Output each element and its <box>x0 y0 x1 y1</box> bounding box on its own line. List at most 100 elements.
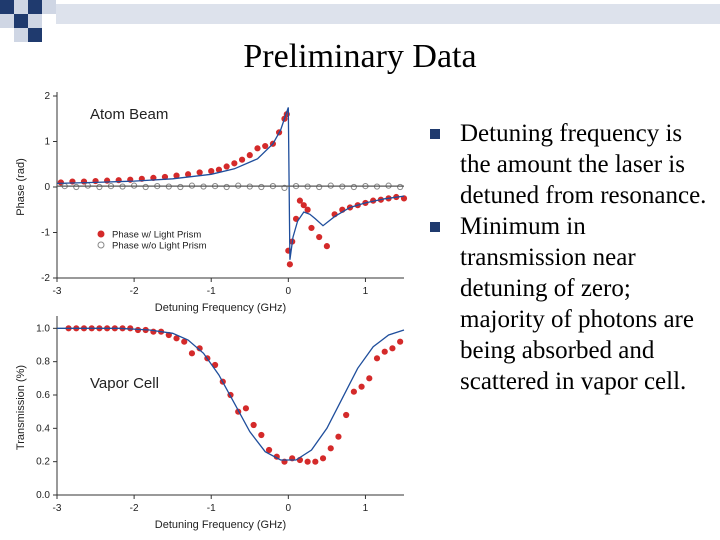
y-tick-label: 0.0 <box>36 490 50 501</box>
deco-bar <box>56 4 720 24</box>
x-tick-label: 0 <box>286 286 292 297</box>
data-point <box>181 338 188 345</box>
data-point <box>242 405 250 412</box>
deco-square <box>42 0 56 14</box>
data-point <box>231 160 238 167</box>
data-point <box>258 431 265 439</box>
legend-label: Phase w/o Light Prism <box>112 241 207 252</box>
data-point <box>254 145 261 152</box>
deco-square <box>28 0 42 14</box>
y-tick-label: 2 <box>44 91 50 102</box>
data-point <box>173 172 180 179</box>
data-point-open <box>177 183 184 191</box>
legend-label: Phase w/ Light Prism <box>112 230 201 241</box>
data-point <box>400 195 408 202</box>
data-point <box>286 261 293 268</box>
y-tick-label: 1.0 <box>36 323 50 334</box>
square-bullet-icon <box>430 222 440 232</box>
bullet-item: Minimum in transmission near detuning of… <box>426 211 716 397</box>
data-point-open <box>258 183 265 191</box>
data-point <box>397 338 404 345</box>
data-point <box>246 152 253 159</box>
bullet-text: Minimum in transmission near detuning of… <box>460 213 694 395</box>
y-tick-label: -2 <box>41 273 50 284</box>
x-tick-label: -2 <box>130 503 139 514</box>
y-tick-label: 0.8 <box>36 357 50 368</box>
x-tick-label: -3 <box>53 286 62 297</box>
x-tick-label: -1 <box>207 286 216 297</box>
data-point <box>366 375 373 382</box>
data-point <box>308 224 315 232</box>
bullet-text: Detuning frequency is the amount the las… <box>460 120 707 209</box>
data-point <box>319 455 327 462</box>
y-axis-label: Phase (rad) <box>15 158 27 215</box>
data-point <box>196 169 203 176</box>
data-point <box>304 206 311 213</box>
data-point <box>300 202 307 209</box>
deco-square <box>0 0 14 14</box>
y-tick-label: 0.4 <box>36 423 50 434</box>
data-point <box>173 335 180 342</box>
y-tick-label: 1 <box>44 137 50 148</box>
deco-square <box>28 28 42 42</box>
data-point <box>184 171 192 178</box>
data-point-open <box>350 183 357 191</box>
y-axis-label: Transmission (%) <box>15 365 27 450</box>
series-line <box>56 107 405 260</box>
x-tick-label: 1 <box>363 503 369 514</box>
data-point-open <box>397 183 404 191</box>
deco-square <box>14 0 28 14</box>
x-tick-label: -2 <box>130 286 139 297</box>
deco-square <box>14 28 28 42</box>
x-tick-label: 0 <box>286 503 292 514</box>
deco-square <box>0 14 14 28</box>
data-point <box>350 388 357 395</box>
y-tick-label: -1 <box>41 228 50 239</box>
chart-annotation: Atom Beam <box>90 106 168 123</box>
data-point <box>381 348 388 355</box>
data-point <box>223 163 230 170</box>
y-tick-label: 0.6 <box>36 390 50 401</box>
data-point <box>262 142 269 150</box>
data-point <box>373 355 381 362</box>
y-tick-label: 0 <box>44 182 50 193</box>
slide-corner-decoration <box>0 0 720 42</box>
data-point <box>316 233 323 241</box>
legend-marker <box>97 230 105 238</box>
data-point <box>389 345 396 352</box>
data-point <box>304 458 311 465</box>
series-line <box>57 327 405 461</box>
data-point-open <box>142 183 149 191</box>
x-axis-label: Detuning Frequency (GHz) <box>155 519 286 531</box>
data-point-open <box>223 183 230 191</box>
x-tick-label: -3 <box>53 503 62 514</box>
chart-annotation: Vapor Cell <box>90 375 159 392</box>
data-point <box>188 350 196 357</box>
deco-square <box>14 14 28 28</box>
x-tick-label: 1 <box>363 286 369 297</box>
data-point <box>358 383 365 390</box>
data-point <box>296 197 303 204</box>
data-point <box>335 433 342 440</box>
y-tick-label: 0.2 <box>36 457 50 468</box>
data-point <box>323 243 330 250</box>
data-point <box>312 458 319 465</box>
slide-title: Preliminary Data <box>243 38 477 75</box>
x-axis-label: Detuning Frequency (GHz) <box>155 302 286 314</box>
data-point <box>208 167 215 175</box>
x-tick-label: -1 <box>207 503 216 514</box>
data-point <box>238 156 246 163</box>
deco-square <box>28 14 42 28</box>
square-bullet-icon <box>430 129 440 139</box>
data-point-open <box>316 183 323 191</box>
data-point <box>343 411 350 419</box>
data-point-open <box>73 183 80 191</box>
data-point-open <box>281 184 288 192</box>
bullet-item: Detuning frequency is the amount the las… <box>426 118 716 211</box>
data-point-open <box>96 183 103 191</box>
bullet-list: Detuning frequency is the amount the las… <box>426 118 716 397</box>
data-point <box>265 446 273 454</box>
legend-marker <box>97 241 105 249</box>
data-point <box>250 421 257 429</box>
